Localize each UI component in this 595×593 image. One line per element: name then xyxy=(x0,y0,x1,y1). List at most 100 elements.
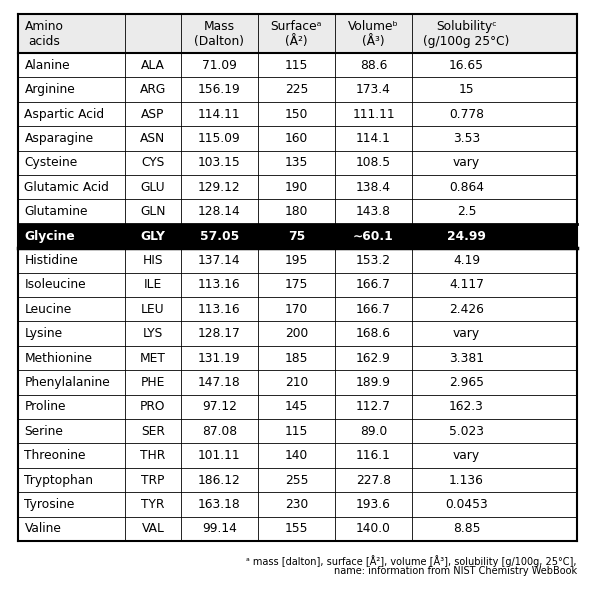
Text: Volumeᵇ
(Å³): Volumeᵇ (Å³) xyxy=(348,20,399,47)
Text: 89.0: 89.0 xyxy=(360,425,387,438)
Text: 5.023: 5.023 xyxy=(449,425,484,438)
Text: TYR: TYR xyxy=(141,498,165,511)
Text: 195: 195 xyxy=(284,254,308,267)
Text: MET: MET xyxy=(140,352,166,365)
Text: GLY: GLY xyxy=(140,229,165,243)
Text: 128.17: 128.17 xyxy=(198,327,240,340)
Text: 156.19: 156.19 xyxy=(198,83,240,96)
Text: 173.4: 173.4 xyxy=(356,83,391,96)
Text: 99.14: 99.14 xyxy=(202,522,237,535)
Text: VAL: VAL xyxy=(142,522,164,535)
Text: 135: 135 xyxy=(284,157,308,170)
Text: HIS: HIS xyxy=(143,254,163,267)
Bar xyxy=(18,419,577,444)
Text: vary: vary xyxy=(453,449,480,462)
Text: ALA: ALA xyxy=(141,59,165,72)
Text: 0.864: 0.864 xyxy=(449,181,484,194)
Text: TRP: TRP xyxy=(141,473,165,486)
Text: 170: 170 xyxy=(285,302,308,315)
Text: 4.19: 4.19 xyxy=(453,254,480,267)
Text: 2.5: 2.5 xyxy=(457,205,477,218)
Bar xyxy=(18,444,577,468)
Text: 1.136: 1.136 xyxy=(449,473,484,486)
Text: 111.11: 111.11 xyxy=(352,107,395,120)
Text: 8.85: 8.85 xyxy=(453,522,480,535)
Text: Mass
(Dalton): Mass (Dalton) xyxy=(194,20,244,47)
Text: 210: 210 xyxy=(285,376,308,389)
Text: 75: 75 xyxy=(288,229,305,243)
Text: 143.8: 143.8 xyxy=(356,205,391,218)
Text: Valine: Valine xyxy=(24,522,61,535)
Text: 200: 200 xyxy=(285,327,308,340)
Bar xyxy=(18,126,577,151)
Text: 140.0: 140.0 xyxy=(356,522,391,535)
Text: 255: 255 xyxy=(284,473,308,486)
Text: 168.6: 168.6 xyxy=(356,327,391,340)
Text: Phenylalanine: Phenylalanine xyxy=(24,376,110,389)
Text: ∼60.1: ∼60.1 xyxy=(353,229,394,243)
Text: 160: 160 xyxy=(285,132,308,145)
Text: 4.117: 4.117 xyxy=(449,278,484,291)
Text: 138.4: 138.4 xyxy=(356,181,391,194)
Text: 162.9: 162.9 xyxy=(356,352,391,365)
Bar xyxy=(18,468,577,492)
Text: Glycine: Glycine xyxy=(24,229,75,243)
Text: 108.5: 108.5 xyxy=(356,157,391,170)
Text: ASP: ASP xyxy=(141,107,165,120)
Bar xyxy=(18,14,577,53)
Text: 0.0453: 0.0453 xyxy=(445,498,488,511)
Bar xyxy=(18,53,577,78)
Text: 112.7: 112.7 xyxy=(356,400,391,413)
Text: 114.1: 114.1 xyxy=(356,132,391,145)
Text: 162.3: 162.3 xyxy=(449,400,484,413)
Text: 137.14: 137.14 xyxy=(198,254,240,267)
Text: 150: 150 xyxy=(284,107,308,120)
Text: CYS: CYS xyxy=(142,157,165,170)
Text: 145: 145 xyxy=(284,400,308,413)
Text: 116.1: 116.1 xyxy=(356,449,391,462)
Text: 225: 225 xyxy=(284,83,308,96)
Text: LYS: LYS xyxy=(143,327,163,340)
Text: 57.05: 57.05 xyxy=(199,229,239,243)
Text: Histidine: Histidine xyxy=(24,254,78,267)
Text: GLN: GLN xyxy=(140,205,166,218)
Text: Surfaceᵃ
(Å²): Surfaceᵃ (Å²) xyxy=(271,20,322,47)
Text: Tyrosine: Tyrosine xyxy=(24,498,75,511)
Text: 129.12: 129.12 xyxy=(198,181,240,194)
Text: Cysteine: Cysteine xyxy=(24,157,78,170)
Text: GLU: GLU xyxy=(140,181,165,194)
Text: 166.7: 166.7 xyxy=(356,302,391,315)
Text: ILE: ILE xyxy=(144,278,162,291)
Text: ASN: ASN xyxy=(140,132,165,145)
Text: 128.14: 128.14 xyxy=(198,205,240,218)
Bar xyxy=(18,199,577,224)
Text: 2.426: 2.426 xyxy=(449,302,484,315)
Text: 193.6: 193.6 xyxy=(356,498,391,511)
Text: Isoleucine: Isoleucine xyxy=(24,278,86,291)
Text: Tryptophan: Tryptophan xyxy=(24,473,93,486)
Text: 115: 115 xyxy=(284,59,308,72)
Bar xyxy=(18,321,577,346)
Text: 140: 140 xyxy=(285,449,308,462)
Text: 115: 115 xyxy=(284,425,308,438)
Text: 189.9: 189.9 xyxy=(356,376,391,389)
Text: SER: SER xyxy=(141,425,165,438)
Text: 87.08: 87.08 xyxy=(202,425,237,438)
Text: Arginine: Arginine xyxy=(24,83,75,96)
Text: 114.11: 114.11 xyxy=(198,107,240,120)
Bar xyxy=(18,394,577,419)
Bar xyxy=(18,346,577,370)
Text: 166.7: 166.7 xyxy=(356,278,391,291)
Text: ARG: ARG xyxy=(140,83,166,96)
Text: 163.18: 163.18 xyxy=(198,498,240,511)
Text: Methionine: Methionine xyxy=(24,352,92,365)
Text: 2.965: 2.965 xyxy=(449,376,484,389)
Text: PHE: PHE xyxy=(141,376,165,389)
Text: Amino
acids: Amino acids xyxy=(24,20,64,47)
Text: Proline: Proline xyxy=(24,400,66,413)
Bar xyxy=(18,517,577,541)
Text: vary: vary xyxy=(453,327,480,340)
Text: THR: THR xyxy=(140,449,165,462)
Text: 186.12: 186.12 xyxy=(198,473,240,486)
Text: 227.8: 227.8 xyxy=(356,473,391,486)
